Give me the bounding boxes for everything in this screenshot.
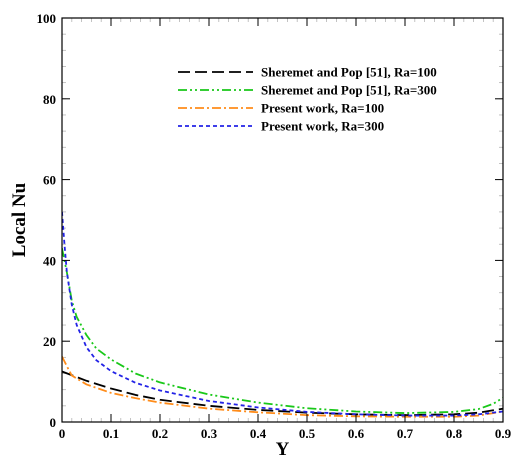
y-tick-label: 40: [43, 253, 56, 268]
plot-frame: [61, 17, 504, 423]
legend: Sheremet and Pop [51], Ra=100 Sheremet an…: [178, 65, 437, 134]
y-axis-title: Local Nu: [9, 182, 30, 257]
y-tick-label: 80: [43, 92, 56, 107]
x-tick-label: 0.6: [348, 426, 365, 441]
x-axis-title: Y: [276, 439, 290, 459]
x-tick-label: 0.8: [446, 426, 463, 441]
x-tick-label: 0.1: [103, 426, 119, 441]
x-tick-label: 0.5: [299, 426, 316, 441]
series-line-4: [62, 211, 503, 417]
legend-label-1: Sheremet and Pop [51], Ra=100: [261, 65, 437, 80]
x-tick-label: 0.7: [397, 426, 414, 441]
legend-label-2: Sheremet and Pop [51], Ra=300: [261, 83, 437, 98]
series-line-2: [62, 248, 503, 415]
legend-label-3: Present work, Ra=100: [261, 101, 384, 116]
x-tick-label: 0.3: [201, 426, 218, 441]
x-tick-label: 0.2: [152, 426, 168, 441]
y-tick-label: 20: [43, 334, 56, 349]
series-line-1: [62, 370, 503, 417]
tick-labels: 0 0.1 0.2 0.3 0.4 0.5 0.6 0.7 0.8 0.9 0 20 40 60 80 100: [37, 11, 512, 441]
legend-label-4: Present work, Ra=300: [261, 119, 384, 134]
y-tick-label: 60: [43, 173, 56, 188]
y-tick-label: 100: [37, 11, 57, 26]
y-tick-label: 0: [50, 415, 57, 430]
series-line-3: [62, 356, 503, 418]
x-tick-label: 0.9: [495, 426, 512, 441]
x-tick-label: 0.4: [250, 426, 267, 441]
series-layer: [62, 211, 503, 418]
x-tick-label: 0: [59, 426, 66, 441]
